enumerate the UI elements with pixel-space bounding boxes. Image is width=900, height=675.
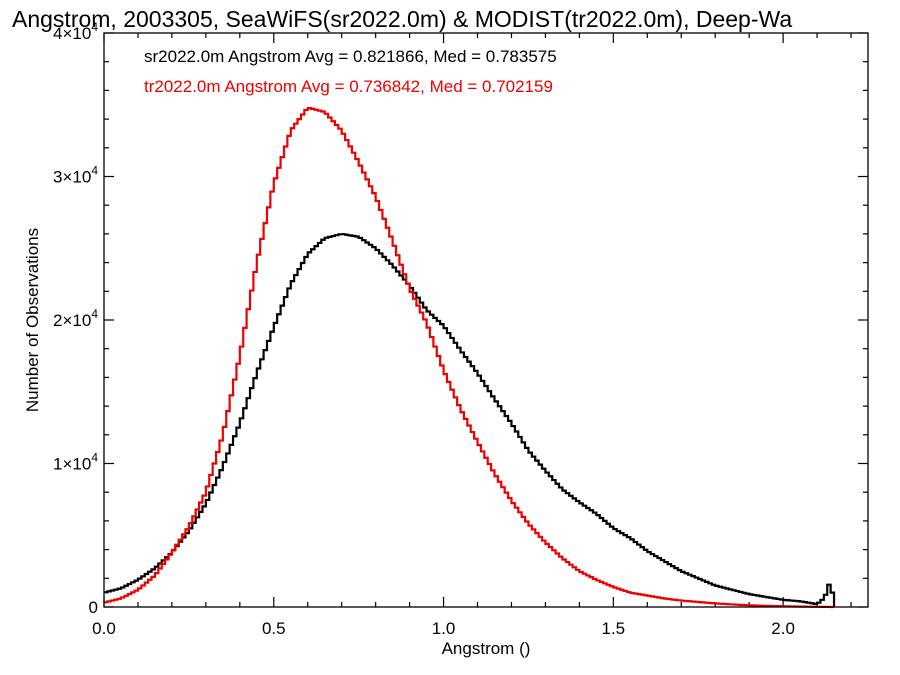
series-tr2022-line — [104, 106, 836, 609]
annotation-sr: sr2022.0m Angstrom Avg = 0.821866, Med =… — [144, 47, 557, 66]
y-axis-label: Number of Observations — [23, 228, 42, 412]
x-tick-label: 1.5 — [602, 619, 626, 638]
y-tick-label: 4×104 — [53, 20, 98, 43]
y-tick-mantissa: 4×10 — [53, 24, 91, 43]
y-tick-exponent: 4 — [91, 164, 98, 178]
annotation-tr: tr2022.0m Angstrom Avg = 0.736842, Med =… — [144, 77, 553, 96]
y-tick-label: 1×104 — [53, 451, 98, 474]
x-tick-label: 1.0 — [432, 619, 456, 638]
y-tick-mantissa: 2×10 — [53, 311, 91, 330]
y-tick-exponent: 4 — [91, 307, 98, 321]
x-tick-label: 0.5 — [262, 619, 286, 638]
y-tick-label: 3×104 — [53, 164, 98, 187]
series-sr2022-line — [104, 233, 836, 607]
x-axis-label: Angstrom () — [442, 639, 531, 658]
y-tick-exponent: 4 — [91, 451, 98, 465]
y-tick-mantissa: 1×10 — [53, 455, 91, 474]
chart-title: Angstrom, 2003305, SeaWiFS(sr2022.0m) & … — [12, 6, 792, 32]
y-tick-label: 2×104 — [53, 307, 98, 330]
x-tick-label: 2.0 — [771, 619, 795, 638]
x-tick-label: 0.0 — [92, 619, 116, 638]
y-tick-mantissa: 0 — [89, 598, 98, 617]
y-tick-mantissa: 3×10 — [53, 168, 91, 187]
y-tick-label: 0 — [89, 598, 98, 617]
y-tick-exponent: 4 — [91, 20, 98, 34]
plot-frame — [103, 32, 869, 608]
